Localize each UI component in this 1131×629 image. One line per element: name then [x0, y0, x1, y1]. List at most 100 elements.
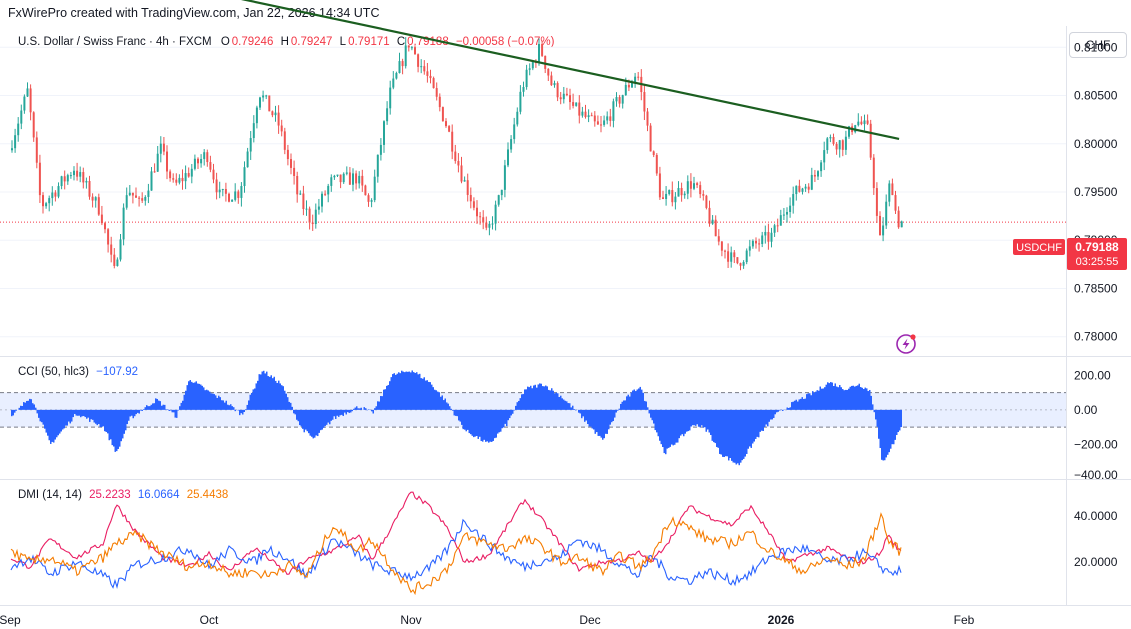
cci-bar — [518, 400, 520, 410]
cci-bar — [390, 377, 392, 410]
cci-bar — [600, 409, 602, 438]
cci-bar — [51, 409, 53, 442]
cci-bar — [309, 409, 311, 436]
candle-body — [63, 176, 66, 182]
cci-bar — [287, 397, 289, 410]
cci-bar — [104, 409, 106, 432]
cci-bar — [660, 409, 662, 445]
cci-bar — [522, 394, 524, 410]
cci-pane[interactable]: 200.00 0.00 −200.00 −400.00 — [0, 368, 1118, 482]
cci-bar — [420, 378, 422, 410]
candle-body — [311, 222, 314, 225]
cci-bar — [125, 409, 127, 431]
cci-bar — [605, 409, 607, 434]
candle-body — [224, 189, 227, 194]
low-value: 0.79171 — [348, 36, 390, 48]
price-pane[interactable]: 0.810000.805000.800000.795000.790000.785… — [0, 0, 1118, 344]
cci-bar — [209, 391, 211, 410]
candle-body — [581, 111, 584, 116]
candle-body — [900, 221, 903, 228]
candle-body — [612, 101, 615, 121]
candle-body — [516, 111, 519, 125]
candle-body — [262, 95, 265, 98]
time-axis[interactable]: Sep Oct Nov Dec 2026 Feb — [0, 613, 975, 627]
cci-bar — [557, 393, 559, 410]
candle-body — [519, 91, 522, 112]
cci-bar — [468, 409, 470, 434]
candle-body — [801, 188, 804, 192]
cci-bar — [708, 409, 710, 433]
candle-body — [333, 175, 336, 178]
candle-body — [119, 239, 122, 260]
cci-bar — [608, 409, 610, 430]
cci-bar — [113, 409, 115, 447]
candle-body — [888, 183, 891, 202]
cci-value: −107.92 — [96, 366, 139, 378]
candle-body — [426, 71, 429, 76]
cci-bar — [405, 371, 407, 410]
cci-bar — [741, 409, 743, 461]
cci-bar — [344, 409, 346, 413]
cci-bar — [239, 409, 241, 416]
open-label: O — [220, 36, 230, 48]
cci-bar — [219, 397, 221, 410]
cci-bar — [740, 409, 742, 463]
cci-bar — [389, 381, 391, 410]
price-tick-label: 0.78500 — [1074, 281, 1118, 295]
cci-bar — [117, 409, 119, 449]
candle-body — [14, 135, 17, 149]
cci-bar — [72, 409, 74, 418]
cci-bar — [470, 409, 472, 435]
resistance-trendline[interactable] — [241, 0, 900, 141]
cci-bar — [204, 390, 206, 410]
cci-bar — [392, 374, 394, 410]
cci-bar — [167, 409, 169, 410]
cci-bar — [195, 381, 197, 410]
candle-body — [26, 88, 29, 97]
cci-bar — [279, 383, 281, 410]
candle-body — [677, 188, 680, 197]
candle-body — [138, 197, 141, 199]
cci-bar — [885, 409, 887, 458]
cci-bar — [206, 389, 208, 410]
cci-bar — [588, 409, 590, 427]
cci-bar — [644, 400, 646, 410]
candle-body — [128, 192, 131, 196]
cci-bar — [314, 409, 316, 438]
cci-bar — [464, 409, 466, 430]
candle-body — [500, 189, 503, 196]
cci-bar — [50, 409, 52, 444]
candle-body — [367, 195, 370, 202]
candle-body — [277, 112, 280, 126]
currency-button[interactable]: CHF — [1069, 32, 1127, 58]
cci-bar — [894, 409, 896, 440]
cci-bar — [399, 373, 401, 410]
cci-bar — [45, 409, 47, 433]
dmi-pane[interactable]: 40.0000 20.0000 — [10, 491, 1118, 596]
cci-bar — [128, 409, 130, 421]
lightning-icon[interactable] — [896, 334, 916, 354]
cci-bar — [794, 400, 796, 410]
cci-bar — [363, 407, 365, 410]
cci-bar — [900, 409, 902, 428]
cci-bar — [701, 409, 703, 426]
candle-body — [736, 257, 739, 264]
candle-body — [448, 126, 451, 132]
cci-bar — [510, 409, 512, 416]
cci-bar — [297, 409, 299, 422]
cci-bar — [521, 394, 523, 410]
cci-bar — [753, 409, 755, 442]
cci-bar — [87, 409, 89, 418]
cci-bar — [866, 388, 868, 410]
cci-bar — [846, 389, 848, 410]
cci-bar — [606, 409, 608, 434]
cci-bar — [233, 407, 235, 410]
cci-bar — [504, 409, 506, 424]
candle-body — [761, 235, 764, 244]
cci-bar — [771, 409, 773, 420]
candle-body — [584, 111, 587, 118]
candle-body — [643, 92, 646, 112]
cci-bar — [54, 409, 56, 440]
cci-bar — [657, 409, 659, 437]
